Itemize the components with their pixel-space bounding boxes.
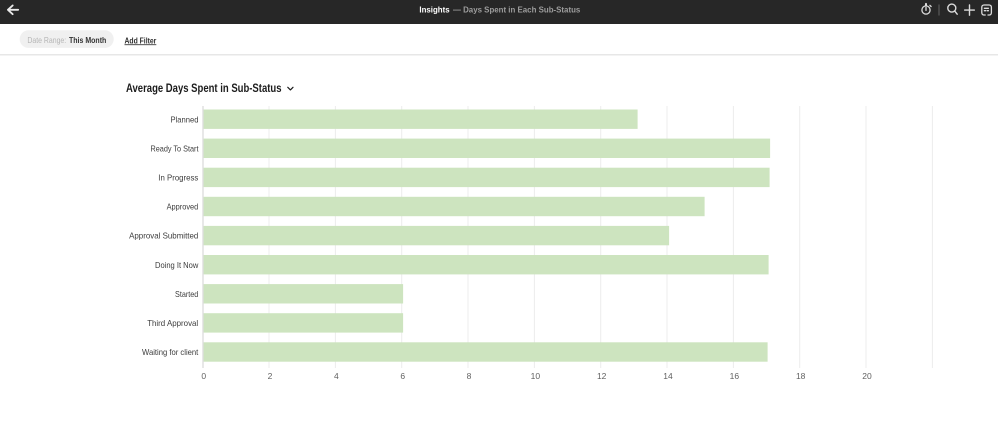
svg-text:Insights: Insights: [419, 4, 449, 14]
svg-text:Add Filter: Add Filter: [125, 35, 157, 45]
svg-text:2: 2: [268, 371, 273, 381]
svg-text:Waiting for client: Waiting for client: [142, 348, 199, 357]
svg-text:Third Approval: Third Approval: [147, 319, 198, 328]
svg-text:10: 10: [531, 371, 541, 381]
svg-text:Date Range:: Date Range:: [27, 35, 66, 45]
svg-text:— Days Spent in Each Sub-Statu: — Days Spent in Each Sub-Status: [453, 4, 581, 14]
svg-text:This Month: This Month: [69, 35, 106, 45]
svg-text:6: 6: [400, 371, 405, 381]
svg-text:Ready To Start: Ready To Start: [151, 144, 200, 153]
svg-text:18: 18: [796, 371, 806, 381]
svg-text:Approved: Approved: [167, 203, 199, 212]
svg-text:0: 0: [201, 371, 206, 381]
svg-text:Average Days Spent in Sub-Stat: Average Days Spent in Sub-Status: [126, 81, 282, 95]
svg-text:14: 14: [663, 371, 673, 381]
svg-text:Planned: Planned: [171, 115, 199, 124]
svg-text:In Progress: In Progress: [158, 174, 198, 183]
svg-text:8: 8: [467, 371, 472, 381]
svg-text:20: 20: [862, 371, 872, 381]
svg-text:Started: Started: [175, 290, 199, 299]
svg-text:Approval Submitted: Approval Submitted: [129, 232, 199, 241]
svg-text:Doing It Now: Doing It Now: [155, 261, 198, 270]
svg-text:4: 4: [334, 371, 339, 381]
svg-text:16: 16: [730, 371, 740, 381]
svg-text:12: 12: [597, 371, 607, 381]
